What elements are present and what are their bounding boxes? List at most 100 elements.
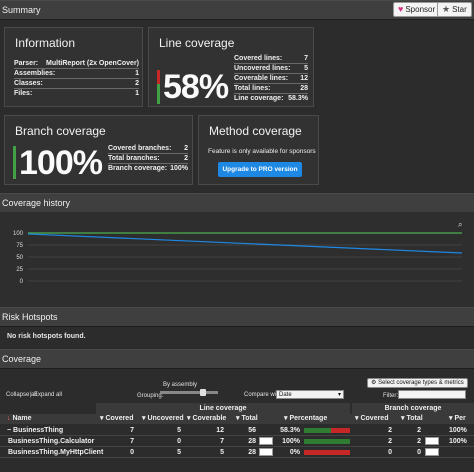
risk-hotspots-body: No risk hotspots found. (0, 327, 474, 348)
history-box (259, 437, 273, 445)
cell-branch-percentage: 100% (449, 427, 467, 434)
cell-coverable: 7 (220, 438, 224, 445)
coverage-title: Coverage (2, 354, 42, 364)
grouping-slider-track[interactable] (160, 391, 218, 394)
branch-history-box (425, 437, 439, 445)
table-row[interactable] (0, 425, 474, 436)
branch-coverage-percent: 100% (19, 144, 103, 182)
filter-label: Filter: (383, 393, 398, 399)
cell-uncovered: 5 (177, 427, 181, 434)
branch-coverage-row: Branch coverage: 100% (108, 165, 188, 172)
cell-total: 56 (248, 427, 256, 434)
branch-coverage-group-header: Branch coverage (352, 403, 474, 414)
cell-total: 28 (248, 449, 256, 456)
coverage-bar-uncovered (304, 450, 350, 455)
cell-coverable: 12 (216, 427, 224, 434)
column-branch-percentage[interactable]: ▾ Per (449, 414, 466, 424)
row-name[interactable]: BusinessThing.Calculator (8, 438, 95, 445)
information-row: Assemblies: 1 (14, 70, 139, 79)
cell-covered: 0 (130, 449, 134, 456)
coverage-table-area: Collapse all | Expand all By assembly Gr… (0, 369, 474, 472)
cell-covered: 7 (130, 427, 134, 434)
cell-covered: 7 (130, 438, 134, 445)
line-coverage-row: Total lines: 28 (234, 85, 308, 94)
cell-branch-percentage: 100% (449, 438, 467, 445)
y-tick-label: 0 (20, 279, 24, 285)
link-separator: | (30, 392, 32, 398)
information-row: Parser: MultiReport (2x OpenCover) (14, 60, 139, 69)
cell-total: 28 (248, 438, 256, 445)
collapse-all-link[interactable]: Collapse all (6, 392, 38, 398)
branch-history-box (425, 448, 439, 456)
line-coverage-bar-uncovered (157, 70, 160, 84)
cell-branch-covered: 2 (388, 438, 392, 445)
sponsor-button[interactable]: ♥ Sponsor (393, 2, 441, 17)
y-tick-label: 50 (16, 255, 23, 261)
cell-coverable: 5 (220, 449, 224, 456)
coverage-history-header: Coverage history (0, 193, 474, 213)
coverage-history-chart: ⌕ 100 75 50 25 0 (0, 212, 474, 307)
cell-uncovered: 5 (177, 449, 181, 456)
coverage-bar-covered (304, 428, 331, 433)
branch-coverage-row: Total branches: 2 (108, 155, 188, 164)
branch-coverage-table: Covered branches: 2 Total branches: 2 Bran… (108, 144, 188, 174)
information-table: Parser: MultiReport (2x OpenCover) Assemb… (14, 59, 139, 99)
history-line-chart: 100 75 50 25 0 (13, 231, 463, 285)
information-card: Information Parser: MultiReport (2x OpenC… (4, 27, 143, 107)
column-coverable[interactable]: ▾ Coverable (187, 414, 227, 424)
column-total[interactable]: ▾ Total (236, 414, 258, 424)
line-coverage-table: Covered lines: 7 Uncovered lines: 5 Covera… (234, 54, 308, 104)
heart-icon: ♥ (398, 4, 404, 14)
column-branch-covered[interactable]: ▾ Covered (355, 414, 389, 424)
information-row: Files: 1 (14, 90, 139, 97)
select-metrics-button[interactable]: ⚙ Select coverage types & metrics (367, 378, 468, 388)
coverage-bar-uncovered (331, 428, 350, 433)
cell-percentage: 100% (282, 438, 300, 445)
row-name[interactable]: − BusinessThing (7, 427, 64, 434)
column-covered[interactable]: ▾ Covered (100, 414, 134, 424)
grouping-slider-handle[interactable] (200, 389, 206, 396)
y-tick-label: 75 (16, 243, 23, 249)
star-icon: ★ (442, 4, 451, 14)
cell-branch-covered: 2 (388, 427, 392, 434)
expand-all-link[interactable]: Expand all (34, 392, 63, 398)
column-percentage[interactable]: ▾ Percentage (284, 414, 328, 424)
method-coverage-card: Method coverage Feature is only availabl… (198, 115, 319, 185)
branch-coverage-card: Branch coverage 100% Covered branches: 2 … (4, 115, 193, 185)
filter-input[interactable] (398, 390, 466, 399)
method-coverage-title: Method coverage (209, 124, 302, 138)
line-coverage-group-header: Line coverage (96, 403, 350, 414)
cell-percentage: 0% (289, 449, 300, 456)
star-button[interactable]: ★ Star (437, 2, 472, 17)
cell-branch-total: 0 (417, 449, 421, 456)
cell-branch-total: 2 (417, 438, 421, 445)
cell-branch-total: 2 (417, 427, 421, 434)
line-coverage-row: Uncovered lines: 5 (234, 65, 308, 74)
row-name[interactable]: BusinessThing.MyHttpClient (8, 449, 104, 456)
table-row[interactable] (0, 436, 474, 447)
line-coverage-percent: 58% (163, 68, 229, 106)
magnifier-icon[interactable]: ⌕ (458, 220, 463, 229)
column-uncovered[interactable]: ▾ Uncovered (142, 414, 184, 424)
coverage-header: Coverage (0, 349, 474, 369)
line-coverage-row: Coverable lines: 12 (234, 75, 308, 84)
coverage-bar-covered (304, 439, 350, 444)
chevron-down-icon: ▾ (337, 392, 341, 398)
grouping-label: Grouping: (137, 393, 164, 399)
y-tick-label: 25 (16, 267, 23, 273)
risk-hotspots-title: Risk Hotspots (2, 312, 58, 322)
cell-percentage: 58.3% (280, 427, 300, 434)
information-title: Information (15, 36, 76, 50)
line-coverage-row: Covered lines: 7 (234, 55, 308, 64)
compare-select[interactable]: Date ▾ (276, 390, 344, 399)
line-coverage-bar-covered (157, 84, 160, 104)
column-branch-total[interactable]: ▾ Total (401, 414, 423, 424)
column-name[interactable]: ↓ Name (7, 414, 32, 424)
summary-title: Summary (2, 5, 41, 15)
compare-label: Compare with: (244, 392, 283, 398)
risk-hotspots-header: Risk Hotspots (0, 307, 474, 327)
branch-coverage-row: Covered branches: 2 (108, 145, 188, 154)
grouping-value: By assembly (163, 382, 198, 388)
upgrade-pro-button[interactable]: Upgrade to PRO version (218, 162, 302, 177)
table-row[interactable] (0, 447, 474, 458)
